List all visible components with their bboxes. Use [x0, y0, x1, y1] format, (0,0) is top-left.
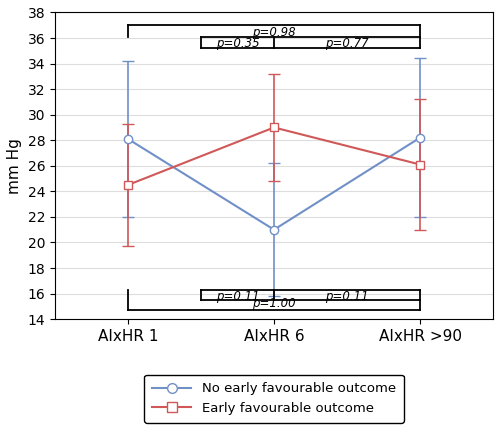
Text: p=0.35: p=0.35	[216, 38, 260, 50]
Text: p=0.11: p=0.11	[325, 290, 369, 303]
Text: p=1.00: p=1.00	[252, 297, 296, 309]
Text: p=0.11: p=0.11	[216, 290, 260, 303]
Legend: No early favourable outcome, Early favourable outcome: No early favourable outcome, Early favou…	[144, 374, 404, 423]
Text: p=0.98: p=0.98	[252, 26, 296, 39]
Text: p=0.77: p=0.77	[325, 38, 369, 50]
Y-axis label: mm Hg: mm Hg	[7, 138, 22, 194]
